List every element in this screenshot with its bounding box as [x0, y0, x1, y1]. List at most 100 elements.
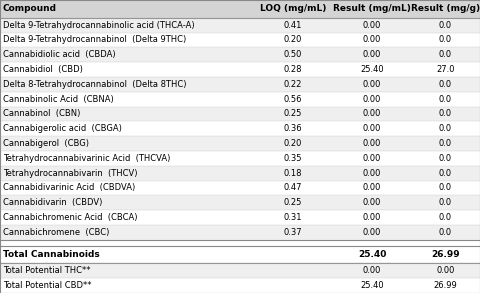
Text: 25.40: 25.40 — [360, 281, 384, 290]
Text: 0.00: 0.00 — [363, 228, 381, 237]
Bar — [334, 166, 410, 180]
Bar — [410, 166, 480, 180]
Bar — [252, 33, 334, 47]
Text: 0.28: 0.28 — [284, 65, 302, 74]
Bar — [334, 195, 410, 210]
Bar — [252, 77, 334, 92]
Text: Total Potential CBD**: Total Potential CBD** — [3, 281, 91, 290]
Bar — [0, 121, 252, 136]
Bar — [252, 18, 334, 33]
Text: Cannabigerolic acid  (CBGA): Cannabigerolic acid (CBGA) — [3, 124, 122, 133]
Bar — [334, 33, 410, 47]
Bar — [0, 62, 252, 77]
Bar — [410, 136, 480, 151]
Text: 0.41: 0.41 — [284, 21, 302, 30]
Text: Cannabichromenic Acid  (CBCA): Cannabichromenic Acid (CBCA) — [3, 213, 137, 222]
Bar — [410, 180, 480, 195]
Text: 0.0: 0.0 — [439, 50, 452, 59]
Text: 0.00: 0.00 — [363, 154, 381, 163]
Bar — [0, 77, 252, 92]
Bar — [252, 92, 334, 107]
Bar — [410, 278, 480, 293]
Text: Tetrahydrocannabivarinic Acid  (THCVA): Tetrahydrocannabivarinic Acid (THCVA) — [3, 154, 170, 163]
Text: 0.56: 0.56 — [284, 95, 302, 104]
Bar — [0, 33, 252, 47]
Bar — [410, 107, 480, 121]
Text: Cannabidiolic acid  (CBDA): Cannabidiolic acid (CBDA) — [3, 50, 116, 59]
Text: 0.00: 0.00 — [363, 213, 381, 222]
Bar — [252, 151, 334, 166]
Text: 0.36: 0.36 — [284, 124, 302, 133]
Text: 0.00: 0.00 — [363, 80, 381, 89]
Bar — [410, 18, 480, 33]
Text: 25.40: 25.40 — [360, 65, 384, 74]
Bar — [410, 246, 480, 263]
Bar — [334, 210, 410, 225]
Text: 0.00: 0.00 — [363, 266, 381, 275]
Bar — [0, 246, 252, 263]
Text: Cannabidiol  (CBD): Cannabidiol (CBD) — [3, 65, 83, 74]
Bar — [0, 18, 252, 33]
Bar — [334, 0, 410, 18]
Text: 26.99: 26.99 — [433, 281, 457, 290]
Bar — [252, 0, 334, 18]
Bar — [334, 47, 410, 62]
Text: 0.37: 0.37 — [284, 228, 302, 237]
Bar — [0, 92, 252, 107]
Text: 0.18: 0.18 — [284, 169, 302, 178]
Text: 0.00: 0.00 — [363, 124, 381, 133]
Bar — [0, 151, 252, 166]
Text: 27.0: 27.0 — [436, 65, 455, 74]
Bar — [0, 195, 252, 210]
Text: 0.00: 0.00 — [363, 110, 381, 118]
Bar — [0, 47, 252, 62]
Bar — [334, 225, 410, 240]
Bar — [0, 225, 252, 240]
Text: LOQ (mg/mL): LOQ (mg/mL) — [260, 4, 326, 13]
Text: 0.00: 0.00 — [363, 35, 381, 45]
Text: 0.0: 0.0 — [439, 154, 452, 163]
Bar — [334, 121, 410, 136]
Bar — [252, 240, 334, 246]
Bar — [334, 278, 410, 293]
Text: 0.0: 0.0 — [439, 213, 452, 222]
Bar — [252, 195, 334, 210]
Bar — [334, 151, 410, 166]
Text: 0.0: 0.0 — [439, 198, 452, 207]
Bar — [334, 180, 410, 195]
Text: 0.20: 0.20 — [284, 139, 302, 148]
Bar — [252, 180, 334, 195]
Bar — [252, 246, 334, 263]
Bar — [410, 92, 480, 107]
Text: 0.0: 0.0 — [439, 183, 452, 193]
Text: 0.35: 0.35 — [284, 154, 302, 163]
Text: 0.00: 0.00 — [363, 95, 381, 104]
Bar — [252, 210, 334, 225]
Bar — [410, 77, 480, 92]
Text: 0.0: 0.0 — [439, 228, 452, 237]
Bar — [410, 121, 480, 136]
Bar — [410, 263, 480, 278]
Bar — [252, 136, 334, 151]
Bar — [252, 107, 334, 121]
Bar — [0, 210, 252, 225]
Text: 0.0: 0.0 — [439, 124, 452, 133]
Bar — [334, 18, 410, 33]
Text: Result (mg/g): Result (mg/g) — [410, 4, 480, 13]
Text: Cannabinolic Acid  (CBNA): Cannabinolic Acid (CBNA) — [3, 95, 114, 104]
Text: 0.0: 0.0 — [439, 110, 452, 118]
Bar — [410, 240, 480, 246]
Text: 0.00: 0.00 — [363, 198, 381, 207]
Text: Cannabidivarinic Acid  (CBDVA): Cannabidivarinic Acid (CBDVA) — [3, 183, 135, 193]
Bar — [252, 121, 334, 136]
Text: Cannabigerol  (CBG): Cannabigerol (CBG) — [3, 139, 89, 148]
Text: Cannabidivarin  (CBDV): Cannabidivarin (CBDV) — [3, 198, 102, 207]
Bar — [334, 263, 410, 278]
Bar — [0, 240, 252, 246]
Bar — [252, 166, 334, 180]
Text: 0.25: 0.25 — [284, 198, 302, 207]
Bar — [252, 62, 334, 77]
Bar — [410, 47, 480, 62]
Text: 0.0: 0.0 — [439, 35, 452, 45]
Text: 0.00: 0.00 — [363, 169, 381, 178]
